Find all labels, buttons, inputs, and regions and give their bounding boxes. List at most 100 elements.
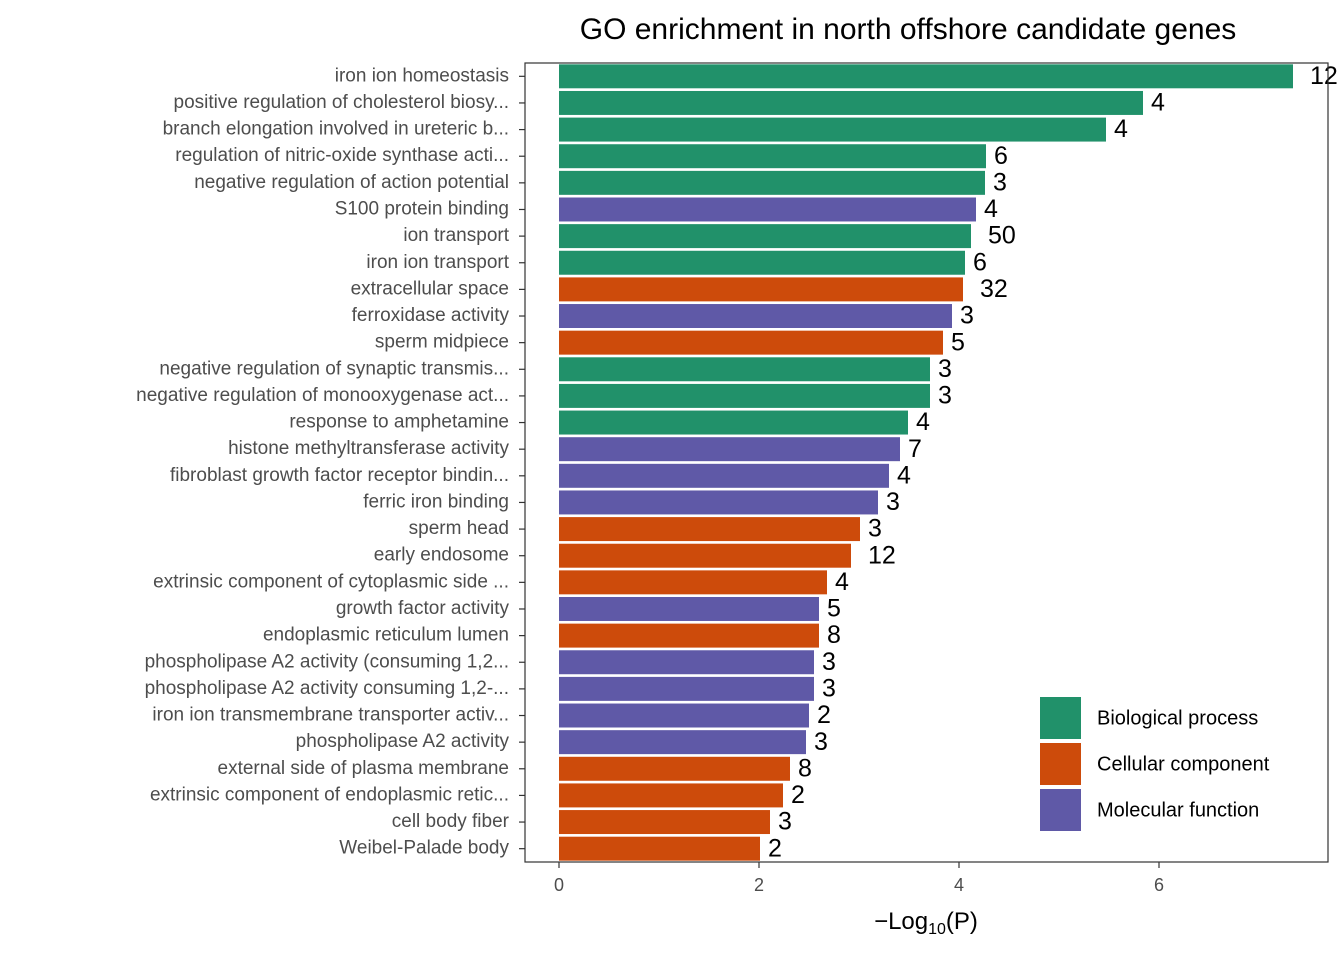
- y-tick-label: regulation of nitric-oxide synthase acti…: [175, 145, 509, 166]
- bar: [559, 197, 976, 222]
- y-tick-label: external side of plasma membrane: [218, 758, 509, 779]
- bar: [559, 730, 806, 755]
- bar: [559, 170, 985, 195]
- count-label: 3: [938, 355, 952, 383]
- bar: [559, 783, 783, 808]
- y-tick-label: response to amphetamine: [289, 412, 509, 433]
- y-tick-label: positive regulation of cholesterol biosy…: [174, 92, 510, 113]
- x-axis-title-part: −Log: [874, 908, 928, 935]
- legend-key: [1040, 743, 1081, 785]
- count-label: 7: [908, 435, 922, 463]
- count-label: 3: [814, 728, 828, 756]
- y-tick-label: extrinsic component of endoplasmic retic…: [150, 784, 509, 805]
- y-tick-label: iron ion transmembrane transporter activ…: [152, 705, 509, 726]
- y-tick-label: fibroblast growth factor receptor bindin…: [170, 465, 509, 486]
- count-label: 3: [938, 382, 952, 410]
- count-label: 4: [835, 568, 849, 596]
- count-label: 4: [897, 461, 911, 489]
- y-tick-label: phospholipase A2 activity: [296, 731, 510, 752]
- count-label: 50: [988, 222, 1016, 250]
- bar: [559, 357, 930, 382]
- bar: [559, 463, 889, 488]
- y-tick-label: growth factor activity: [336, 598, 510, 619]
- y-tick-label: iron ion transport: [366, 252, 509, 273]
- y-tick-label: ferric iron binding: [363, 491, 509, 512]
- count-label: 6: [973, 248, 987, 276]
- x-axis-title-part: (P): [946, 908, 978, 935]
- count-label: 5: [827, 595, 841, 623]
- bar: [559, 330, 943, 355]
- bar: [559, 517, 860, 542]
- legend-key: [1040, 789, 1081, 831]
- y-tick-label: iron ion homeostasis: [335, 65, 509, 86]
- y-tick-label: histone methyltransferase activity: [228, 438, 509, 459]
- x-axis-title-sub: 10: [928, 921, 946, 938]
- chart-title: GO enrichment in north offshore candidat…: [580, 13, 1237, 46]
- y-tick-label: extrinsic component of cytoplasmic side …: [153, 571, 509, 592]
- count-label: 4: [1151, 89, 1165, 117]
- bar: [559, 490, 878, 515]
- count-label: 12: [1310, 62, 1338, 90]
- count-label: 8: [827, 621, 841, 649]
- bar: [559, 64, 1293, 89]
- count-label: 3: [993, 168, 1007, 196]
- count-label: 3: [886, 488, 900, 516]
- x-tick-label: 2: [754, 875, 764, 895]
- bar: [559, 90, 1143, 115]
- count-label: 3: [822, 648, 836, 676]
- count-label: 4: [916, 408, 930, 436]
- bar: [559, 144, 986, 169]
- count-label: 8: [798, 754, 812, 782]
- count-label: 4: [1114, 115, 1128, 143]
- y-tick-label: branch elongation involved in ureteric b…: [163, 119, 509, 140]
- bar: [559, 623, 819, 648]
- bar: [559, 410, 908, 435]
- y-tick-label: sperm midpiece: [375, 332, 509, 353]
- bar: [559, 117, 1106, 142]
- count-label: 2: [768, 834, 782, 862]
- y-tick-label: phospholipase A2 activity (consuming 1,2…: [145, 651, 509, 672]
- bar: [559, 596, 819, 621]
- count-label: 6: [994, 142, 1008, 170]
- x-tick-label: 0: [554, 875, 564, 895]
- y-tick-label: extracellular space: [351, 278, 509, 299]
- legend-label: Biological process: [1097, 707, 1258, 729]
- legend-label: Molecular function: [1097, 799, 1259, 821]
- count-label: 5: [951, 328, 965, 356]
- count-label: 3: [822, 674, 836, 702]
- bar: [559, 437, 900, 462]
- legend-key: [1040, 697, 1081, 739]
- bar: [559, 810, 770, 835]
- y-tick-label: negative regulation of monooxygenase act…: [136, 385, 509, 406]
- y-tick-label: sperm head: [409, 518, 509, 539]
- y-tick-label: phospholipase A2 activity consuming 1,2-…: [145, 678, 509, 699]
- plot-border: [524, 62, 1329, 863]
- y-tick-label: S100 protein binding: [335, 198, 509, 219]
- count-label: 3: [868, 515, 882, 543]
- bar: [559, 224, 971, 249]
- count-label: 32: [980, 275, 1008, 303]
- legend-label: Cellular component: [1097, 753, 1270, 775]
- y-tick-label: endoplasmic reticulum lumen: [263, 625, 509, 646]
- bar: [559, 703, 809, 728]
- y-tick-label: early endosome: [374, 545, 509, 566]
- bar: [559, 836, 760, 861]
- y-tick-label: negative regulation of synaptic transmis…: [159, 358, 509, 379]
- count-label: 2: [791, 781, 805, 809]
- x-axis-title: −Log10(P): [874, 908, 978, 938]
- bar: [559, 277, 963, 302]
- bar: [559, 570, 827, 595]
- bar: [559, 650, 814, 675]
- count-label: 3: [960, 302, 974, 330]
- x-tick-label: 6: [1154, 875, 1164, 895]
- y-tick-label: ferroxidase activity: [352, 305, 510, 326]
- y-tick-label: Weibel-Palade body: [339, 838, 509, 859]
- bar: [559, 676, 814, 701]
- bar: [559, 250, 965, 275]
- bar: [559, 756, 790, 781]
- count-label: 12: [868, 541, 896, 569]
- y-tick-label: ion transport: [403, 225, 509, 246]
- y-tick-label: cell body fiber: [392, 811, 510, 832]
